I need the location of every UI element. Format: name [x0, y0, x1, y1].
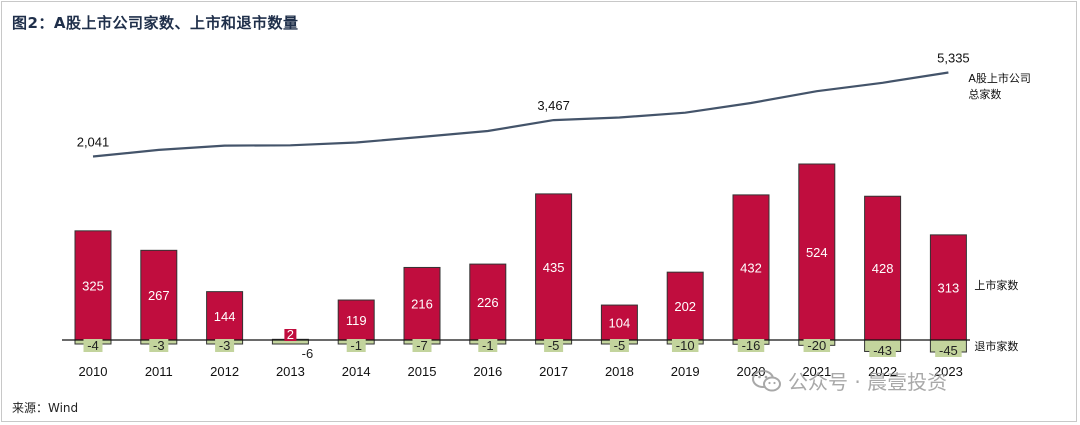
delistings-series-label: 退市家数: [974, 339, 1018, 353]
bar-value-label: 2: [287, 327, 294, 342]
bar-listings: [74, 230, 112, 341]
listings-series-label: 上市家数: [974, 278, 1018, 292]
x-tick-label: 2022: [868, 364, 897, 379]
x-tick-label: 2010: [79, 364, 108, 379]
x-tick-label: 2017: [539, 364, 568, 379]
delisting-value-label: -7: [416, 338, 428, 353]
delisting-value-bg: [412, 339, 432, 352]
bar-listings: [403, 266, 441, 341]
watermark: 公众号 · 晨壹投资: [752, 366, 947, 395]
delisting-value-bg: [544, 339, 564, 352]
delisting-value-label: -4: [87, 338, 99, 353]
bar-value-label: 432: [740, 260, 762, 275]
bar-listings: [864, 195, 902, 341]
delisting-value-label: -5: [548, 338, 560, 353]
bar-listings: [798, 163, 836, 341]
delisting-value-label: -45: [939, 343, 958, 358]
source-note: 来源：Wind: [12, 401, 79, 415]
bar-value-label: 435: [543, 260, 565, 275]
line-series-label: 总家数: [968, 87, 1001, 101]
bar-value-label: 144: [214, 309, 236, 324]
bar-value-label: 524: [806, 245, 828, 260]
bar-value-label: 216: [411, 297, 433, 312]
delisting-value-label: -5: [614, 338, 626, 353]
delisting-value-label: -43: [873, 343, 892, 358]
bar-value-label: 325: [82, 278, 104, 293]
delisting-value-label: -3: [153, 338, 165, 353]
delisting-value-bg: [671, 339, 699, 352]
x-tick-label: 2018: [605, 364, 634, 379]
x-tick-label: 2016: [473, 364, 502, 379]
delisting-value-label: -1: [350, 338, 362, 353]
x-tick-label: 2015: [408, 364, 437, 379]
bar-listings: [140, 249, 178, 341]
x-tick-label: 2019: [671, 364, 700, 379]
delisting-value-label: -20: [807, 338, 826, 353]
x-tick-label: 2020: [737, 364, 766, 379]
delisting-value-bg: [869, 344, 896, 357]
wechat-icon: [752, 369, 782, 393]
line-series-label: A股上市公司: [968, 71, 1031, 85]
delisting-value-bg: [478, 339, 498, 352]
bar-value-label: 313: [938, 280, 960, 295]
x-tick-label: 2011: [145, 364, 173, 379]
x-tick-label: 2014: [342, 364, 371, 379]
delisting-value-label: -1: [482, 338, 494, 353]
delisting-value-bg: [83, 339, 103, 352]
delisting-value-label: -3: [219, 338, 231, 353]
bar-listings: [600, 304, 638, 341]
x-tick-label: 2023: [934, 364, 963, 379]
delisting-value-label: -6: [302, 346, 314, 361]
delisting-value-bg: [149, 339, 169, 352]
x-tick-label: 2021: [802, 364, 831, 379]
bar-value-label: 202: [674, 299, 696, 314]
x-tick-label: 2012: [210, 364, 239, 379]
bar-value-label: 428: [872, 261, 894, 276]
bar-listings: [469, 263, 507, 341]
bar-listings: [337, 299, 375, 341]
x-tick-label: 2013: [276, 364, 305, 379]
bar-value-label: 104: [609, 316, 631, 331]
delisting-value-bg: [803, 339, 831, 352]
delisting-value-bg: [215, 339, 235, 352]
delisting-value-bg: [737, 339, 765, 352]
delisting-value-bg: [346, 339, 366, 352]
bar-listings: [206, 291, 244, 341]
bar-value-label: 267: [148, 288, 170, 303]
bar-listings: [732, 194, 770, 341]
line-point-label: 5,335: [937, 51, 970, 66]
delisting-value-label: -10: [676, 338, 695, 353]
line-point-label: 3,467: [537, 98, 570, 113]
line-total-companies: [92, 71, 949, 158]
watermark-text: 公众号 · 晨壹投资: [788, 370, 948, 394]
bar-listings: [535, 193, 573, 341]
line-point-label: 2,041: [77, 135, 110, 150]
bar-listings: [666, 271, 704, 341]
delisting-value-bg: [935, 344, 962, 357]
bar-value-label: 226: [477, 295, 499, 310]
bar-value-label: 119: [346, 313, 367, 328]
chart-title: 图2：A股上市公司家数、上市和退市数量: [12, 14, 299, 32]
delisting-value-label: -16: [742, 338, 761, 353]
bar-value-bg: [284, 329, 297, 341]
delisting-value-bg: [609, 339, 629, 352]
bar-listings: [929, 234, 967, 341]
